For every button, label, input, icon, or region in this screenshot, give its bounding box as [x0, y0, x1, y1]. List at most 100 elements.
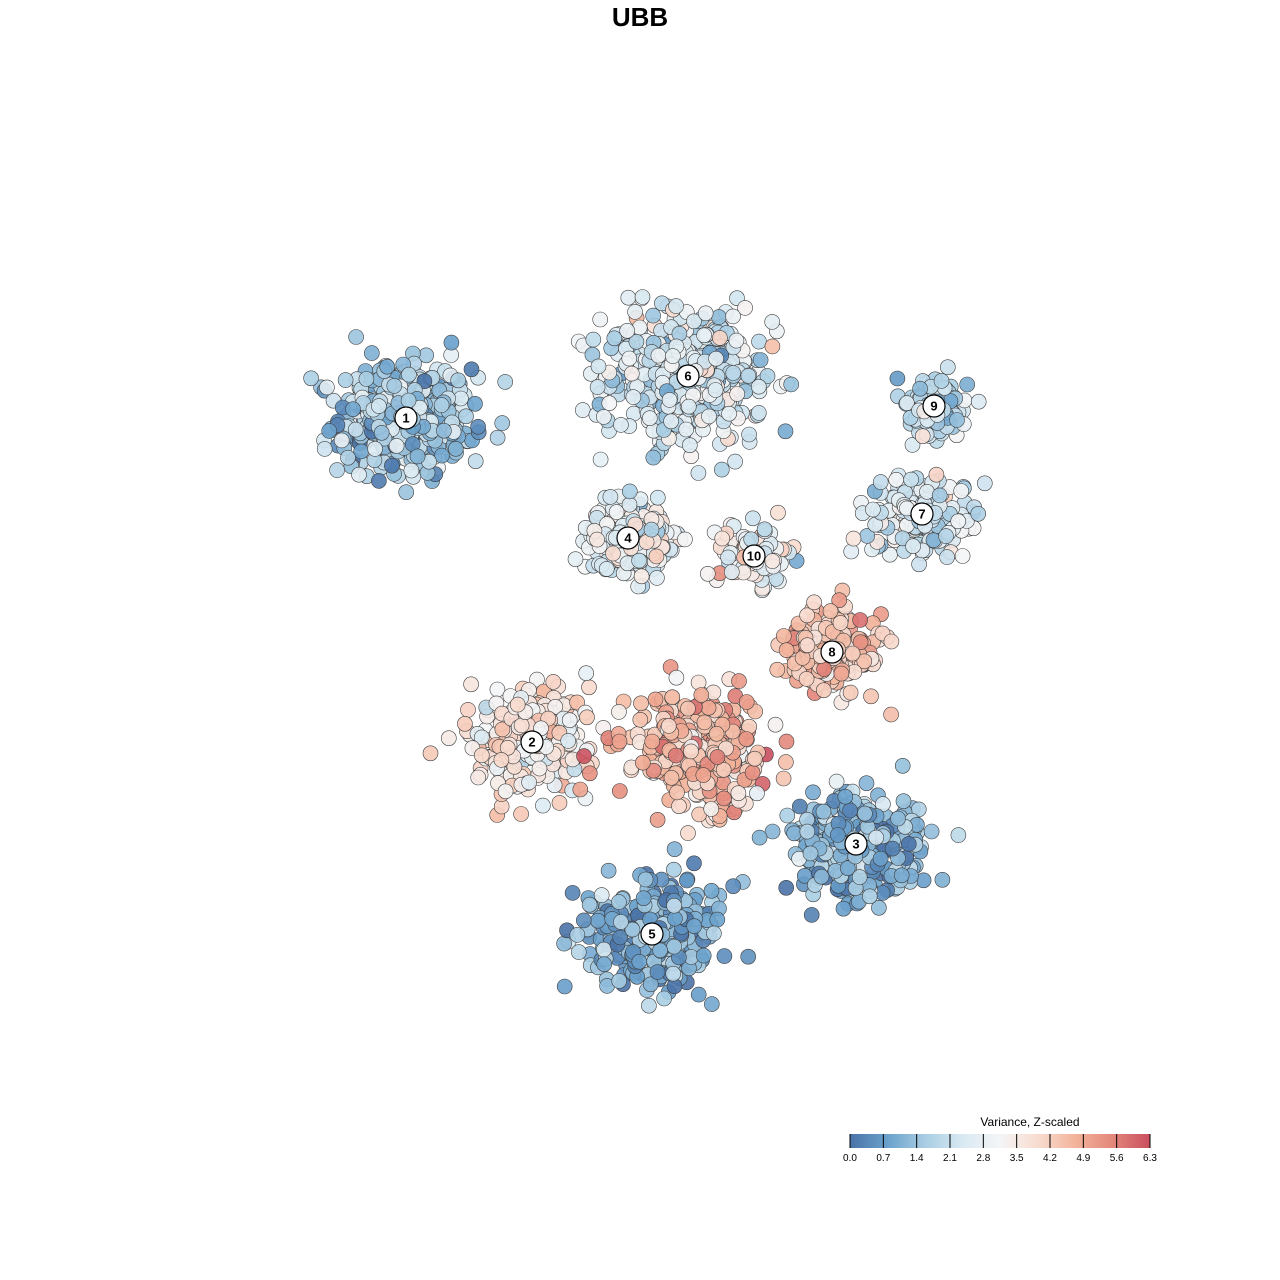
cell-point	[775, 628, 792, 644]
cell-point	[678, 421, 695, 438]
cell-point	[353, 443, 370, 460]
cell-point	[845, 530, 862, 547]
cell-point	[633, 568, 650, 585]
cell-point	[842, 802, 858, 819]
cell-point	[837, 788, 854, 805]
cell-point	[959, 376, 976, 393]
cell-point	[489, 429, 506, 446]
cell-point	[494, 721, 511, 738]
cluster-label-text: 10	[747, 549, 761, 564]
cell-point	[730, 785, 747, 802]
cell-point	[333, 432, 350, 449]
cell-point	[450, 372, 467, 389]
cell-point	[576, 748, 592, 764]
cell-point	[621, 483, 638, 500]
cell-point	[467, 453, 484, 470]
cell-point	[799, 637, 816, 654]
cell-point	[619, 322, 636, 339]
cell-point	[473, 729, 490, 746]
cell-point	[663, 769, 680, 786]
cell-point	[835, 900, 852, 917]
cell-point	[832, 615, 849, 631]
cell-point	[645, 449, 662, 466]
cell-point	[741, 426, 757, 443]
cell-point	[371, 398, 387, 414]
cell-point	[620, 289, 637, 306]
cell-point	[340, 449, 356, 466]
cell-point	[725, 878, 742, 895]
cell-point	[895, 793, 912, 810]
cell-point	[556, 935, 572, 952]
cell-point	[303, 370, 319, 387]
chart-title: UBB	[611, 2, 669, 32]
cell-point	[643, 521, 660, 538]
cell-point	[716, 790, 732, 807]
cell-point	[750, 405, 767, 421]
cell-point	[802, 845, 819, 862]
cell-point	[767, 716, 784, 733]
cell-point	[470, 418, 486, 435]
cell-point	[822, 603, 839, 619]
cell-point	[751, 333, 767, 350]
cell-point	[778, 754, 794, 770]
cell-point	[799, 823, 816, 840]
cell-point	[806, 594, 822, 611]
cell-point	[890, 810, 906, 827]
cell-point	[463, 676, 479, 693]
cell-point	[386, 378, 403, 394]
cell-point	[613, 914, 629, 930]
cell-point	[970, 393, 987, 410]
cell-point	[720, 549, 736, 566]
cell-point	[884, 840, 901, 857]
cluster-label-text: 8	[828, 645, 835, 660]
cell-point	[764, 338, 781, 355]
cell-point	[436, 422, 452, 439]
cell-point	[634, 754, 651, 771]
colorbar-tick-label: 3.5	[1010, 1153, 1024, 1164]
cell-point	[649, 964, 666, 980]
colorbar-tick-label: 1.4	[910, 1153, 924, 1164]
cell-point	[545, 674, 562, 690]
cell-point	[363, 345, 380, 361]
cell-point	[751, 829, 768, 846]
cell-point	[703, 882, 720, 899]
cell-point	[905, 538, 921, 555]
colorbar-gradient	[850, 1134, 1150, 1148]
cell-point	[613, 417, 629, 433]
cell-point	[596, 956, 613, 973]
cluster-label-7: 7	[910, 502, 934, 526]
cell-point	[889, 370, 906, 387]
cell-point	[729, 386, 746, 402]
cell-point	[347, 421, 364, 438]
cell-point	[660, 718, 677, 734]
cell-point	[899, 395, 915, 411]
cell-point	[671, 798, 687, 815]
cell-point	[703, 996, 720, 1012]
cell-point	[650, 347, 667, 364]
cell-point	[645, 762, 662, 779]
cell-point	[970, 505, 987, 522]
colorbar-tick-label: 2.8	[976, 1153, 990, 1164]
cell-point	[740, 368, 757, 384]
cell-point	[759, 368, 776, 384]
cell-point	[695, 767, 712, 783]
cell-point	[900, 836, 917, 852]
cluster-label-text: 3	[852, 837, 859, 852]
cell-point	[861, 888, 878, 905]
cell-point	[422, 745, 439, 762]
cell-point	[805, 784, 821, 801]
cell-point	[696, 327, 712, 344]
cell-point	[745, 510, 761, 527]
cell-point	[627, 304, 643, 320]
cell-point	[923, 823, 940, 840]
cell-point	[561, 712, 578, 729]
cell-point	[728, 332, 745, 349]
cell-point	[696, 714, 713, 731]
cell-point	[590, 358, 607, 375]
cell-point	[401, 366, 417, 383]
cell-point	[551, 795, 568, 811]
cell-point	[592, 451, 609, 468]
cell-point	[625, 389, 642, 405]
cell-point	[752, 352, 769, 368]
cell-point	[611, 733, 628, 750]
